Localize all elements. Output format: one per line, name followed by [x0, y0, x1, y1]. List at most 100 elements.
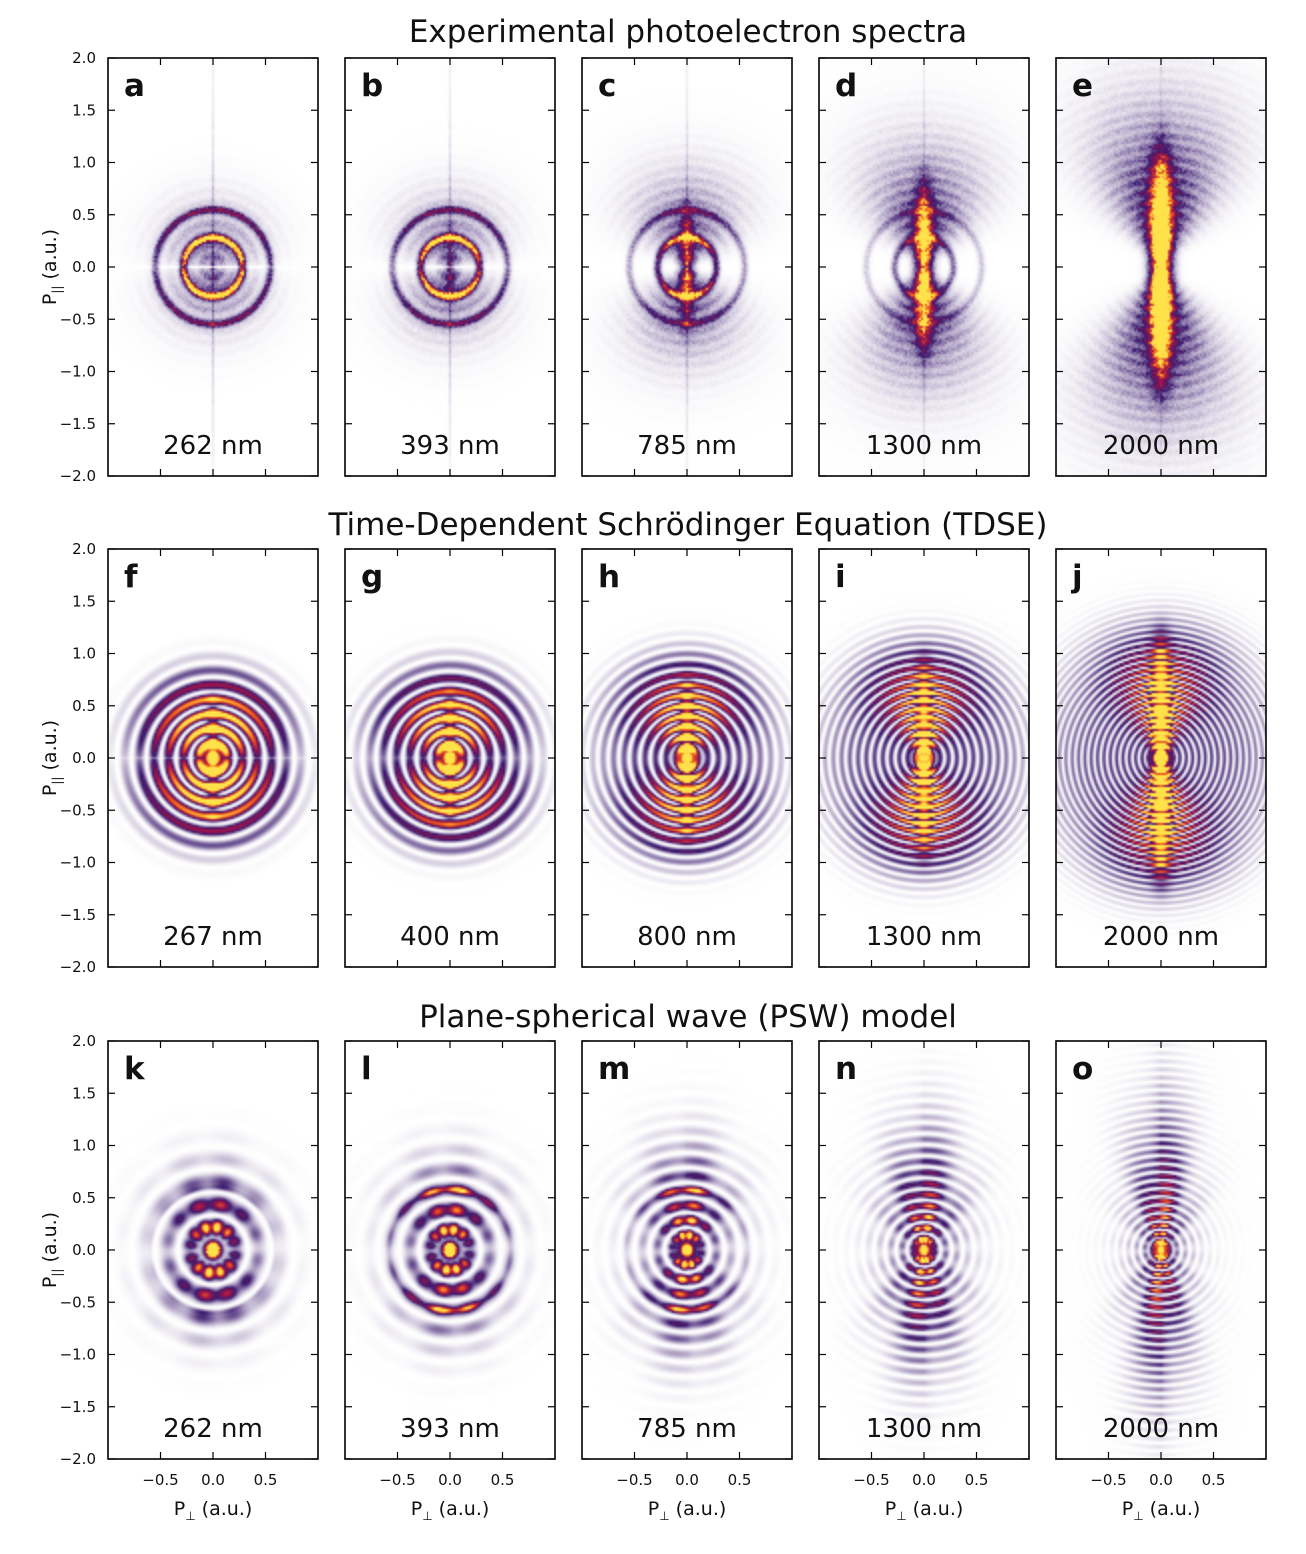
y-tick-label: 0.5: [72, 1189, 96, 1207]
y-tick-label: 0.5: [72, 697, 96, 715]
panel-letter: g: [361, 559, 383, 595]
x-axis-label: P⊥ (a.u.): [885, 1498, 964, 1523]
panel-n: n 1300 nm −0.5 0.0 0.5P⊥ (a.u.): [818, 1040, 1030, 1523]
panel-letter: e: [1072, 68, 1093, 104]
x-tick-label: −0.5: [142, 1471, 178, 1489]
row-title-1: Experimental photoelectron spectra: [409, 14, 967, 50]
panel-letter: m: [598, 1051, 630, 1087]
y-tick-label: 0.0: [72, 749, 96, 767]
wavelength-label: 785 nm: [637, 1414, 737, 1444]
wavelength-label: 262 nm: [163, 431, 263, 461]
y-tick-label: −2.0: [60, 467, 96, 485]
heatmap-n: [819, 1041, 1029, 1459]
heatmap-b: [345, 58, 555, 476]
y-tick-label: 2.0: [72, 49, 96, 67]
y-tick-label: 0.5: [72, 206, 96, 224]
panel-j: j 2000 nm: [1055, 548, 1267, 968]
panel-letter: o: [1072, 1051, 1093, 1087]
heatmap-m: [582, 1041, 792, 1459]
wavelength-label: 393 nm: [400, 431, 500, 461]
x-tick-label: 0.5: [254, 1471, 278, 1489]
y-tick-label: −0.5: [60, 801, 96, 819]
heatmap-d: [819, 58, 1029, 476]
heatmap-l: [345, 1041, 555, 1459]
x-axis-label: P⊥ (a.u.): [1122, 1498, 1201, 1523]
heatmap-f: [108, 549, 318, 967]
x-tick-label: −0.5: [853, 1471, 889, 1489]
x-tick-label: −0.5: [379, 1471, 415, 1489]
heatmap-a: [108, 58, 318, 476]
x-tick-label: 0.5: [1202, 1471, 1226, 1489]
wavelength-label: 785 nm: [637, 431, 737, 461]
panel-i: i 1300 nm: [818, 548, 1030, 968]
y-tick-label: −1.0: [60, 1346, 96, 1364]
panel-letter: b: [361, 68, 383, 104]
wavelength-label: 800 nm: [637, 922, 737, 952]
y-tick-label: −1.5: [60, 1398, 96, 1416]
panel-e: e 2000 nm: [1055, 57, 1267, 477]
y-tick-label: 1.5: [72, 592, 96, 610]
x-tick-label: 0.0: [912, 1471, 936, 1489]
wavelength-label: 1300 nm: [866, 1414, 982, 1444]
wavelength-label: 267 nm: [163, 922, 263, 952]
panel-m: m 785 nm −0.5 0.0 0.5P⊥ (a.u.): [581, 1040, 793, 1523]
x-tick-label: 0.0: [201, 1471, 225, 1489]
wavelength-label: 2000 nm: [1103, 1414, 1219, 1444]
panel-letter: l: [361, 1051, 372, 1087]
panel-letter: f: [124, 559, 138, 595]
x-axis-label: P⊥ (a.u.): [174, 1498, 253, 1523]
panel-l: l 393 nm −0.5 0.0 0.5P⊥ (a.u.): [344, 1040, 556, 1523]
x-tick-label: 0.5: [965, 1471, 989, 1489]
panel-letter: i: [835, 559, 846, 595]
panel-g: g 400 nm: [344, 548, 556, 968]
wavelength-label: 393 nm: [400, 1414, 500, 1444]
y-tick-label: 2.0: [72, 540, 96, 558]
heatmap-g: [345, 549, 555, 967]
y-tick-label: −0.5: [60, 310, 96, 328]
wavelength-label: 1300 nm: [866, 922, 982, 952]
row-title-3: Plane-spherical wave (PSW) model: [419, 999, 957, 1035]
y-tick-label: −1.0: [60, 363, 96, 381]
x-tick-label: 0.0: [1149, 1471, 1173, 1489]
x-tick-label: −0.5: [1090, 1471, 1126, 1489]
y-axis-label: P|| (a.u.): [39, 229, 64, 305]
wavelength-label: 2000 nm: [1103, 431, 1219, 461]
y-axis-label: P|| (a.u.): [39, 720, 64, 796]
heatmap-c: [582, 58, 792, 476]
x-tick-label: 0.0: [675, 1471, 699, 1489]
y-tick-label: −2.0: [60, 958, 96, 976]
y-tick-label: 0.0: [72, 258, 96, 276]
y-tick-label: −1.0: [60, 854, 96, 872]
y-tick-label: −2.0: [60, 1450, 96, 1468]
y-tick-label: −1.5: [60, 415, 96, 433]
heatmap-h: [582, 549, 792, 967]
panel-letter: d: [835, 68, 857, 104]
y-tick-label: 1.5: [72, 1084, 96, 1102]
y-tick-label: 1.0: [72, 645, 96, 663]
panel-a: a 262 nm: [107, 57, 319, 477]
panel-d: d 1300 nm: [818, 57, 1030, 477]
wavelength-label: 2000 nm: [1103, 922, 1219, 952]
y-tick-label: 1.5: [72, 101, 96, 119]
x-axis-label: P⊥ (a.u.): [648, 1498, 727, 1523]
panel-f: f 267 nm: [107, 548, 319, 968]
y-tick-label: 1.0: [72, 154, 96, 172]
y-tick-label: 1.0: [72, 1137, 96, 1155]
heatmap-o: [1056, 1041, 1266, 1459]
y-tick-label: 0.0: [72, 1241, 96, 1259]
heatmap-e: [1056, 58, 1266, 476]
heatmap-j: [1056, 549, 1266, 967]
y-tick-label: 2.0: [72, 1032, 96, 1050]
x-tick-label: 0.0: [438, 1471, 462, 1489]
panel-letter: j: [1070, 559, 1083, 595]
panel-b: b 393 nm: [344, 57, 556, 477]
heatmap-i: [819, 549, 1029, 967]
panel-letter: c: [598, 68, 616, 104]
row-title-2: Time-Dependent Schrödinger Equation (TDS…: [328, 507, 1048, 543]
x-axis-label: P⊥ (a.u.): [411, 1498, 490, 1523]
panel-letter: a: [124, 68, 145, 104]
panel-letter: k: [124, 1051, 146, 1087]
y-axis-label: P|| (a.u.): [39, 1212, 64, 1288]
x-tick-label: 0.5: [728, 1471, 752, 1489]
